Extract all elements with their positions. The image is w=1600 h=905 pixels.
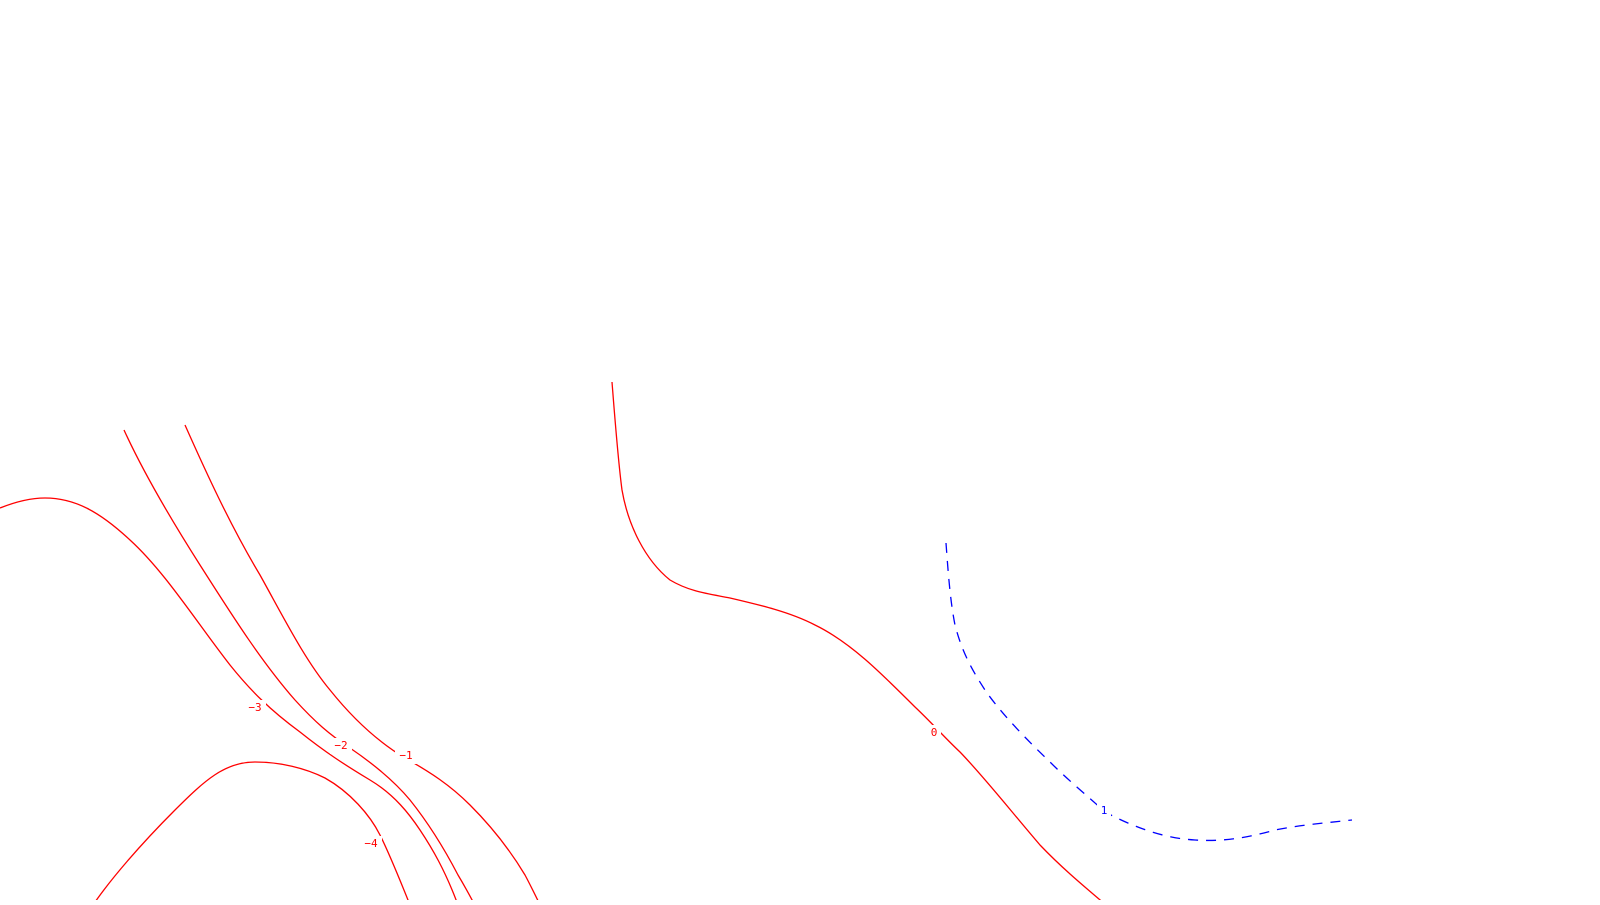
- contour-labels: −4 −3 −2 −1 0 1: [244, 700, 1111, 852]
- contour-label-minus-4: −4: [364, 837, 378, 850]
- contour-label-bg-minus-1: [395, 748, 417, 764]
- contour-line-minus-1: [184, 424, 541, 905]
- contour-label-bg-minus-2: [330, 738, 352, 754]
- contour-label-0: 0: [931, 726, 938, 739]
- contour-label-bg-minus-4: [360, 836, 382, 852]
- contour-line-0: [611, 381, 1107, 905]
- contour-label-minus-3: −3: [248, 701, 261, 714]
- contour-line-minus-4: [92, 761, 411, 905]
- contour-label-bg-0: [927, 725, 941, 741]
- contour-label-bg-minus-3: [244, 700, 266, 716]
- contour-lines: [0, 381, 1353, 905]
- contour-label-bg-1: [1097, 803, 1111, 819]
- contour-label-minus-2: −2: [334, 739, 347, 752]
- contour-line-1: [945, 542, 1353, 842]
- contour-line-minus-3: [0, 497, 459, 905]
- contour-label-1: 1: [1101, 804, 1108, 817]
- contour-line-minus-2: [123, 429, 476, 905]
- contour-label-minus-1: −1: [399, 749, 412, 762]
